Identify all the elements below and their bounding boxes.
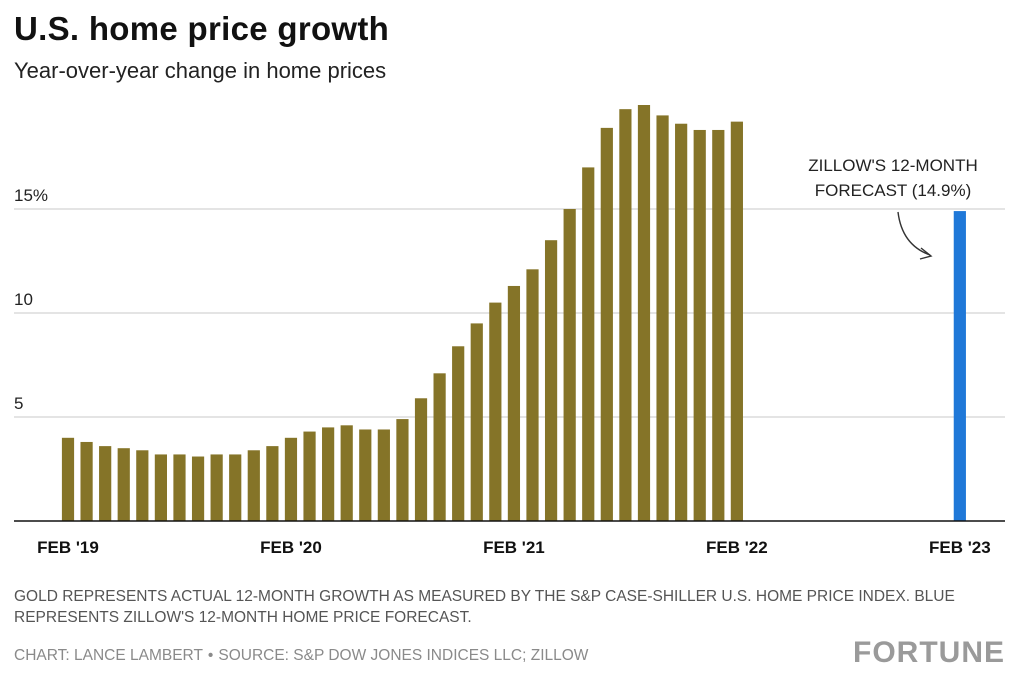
- bar-actual: [340, 425, 353, 521]
- bar-actual: [433, 373, 446, 521]
- bar-actual: [656, 115, 669, 522]
- bar-actual: [730, 121, 743, 521]
- annotation-arrow: [897, 211, 931, 256]
- bar-actual: [136, 450, 149, 521]
- bar-actual: [303, 431, 316, 521]
- annotation-text: FORECAST (14.9%): [815, 181, 972, 200]
- bar-actual: [322, 427, 335, 521]
- chart-footnote: Gold represents actual 12-month growth a…: [14, 588, 955, 626]
- x-tick-label: FEB '23: [929, 538, 991, 557]
- bar-actual: [600, 127, 613, 521]
- bar-actual: [359, 429, 372, 521]
- bar-actual: [507, 285, 521, 521]
- credit-separator: •: [207, 647, 214, 664]
- bar-actual: [284, 437, 298, 521]
- bar-actual: [582, 167, 595, 521]
- fortune-logo: FORTUNE: [853, 636, 1005, 669]
- chart-credit: Chart: Lance Lambert • Source: S&P Dow Jon…: [14, 647, 588, 665]
- bar-actual: [526, 269, 539, 521]
- bar-actual: [154, 454, 167, 521]
- bar-actual: [80, 441, 93, 521]
- x-tick-label: FEB '19: [37, 538, 99, 557]
- bar-actual: [414, 398, 428, 521]
- bar-actual: [247, 450, 260, 521]
- bar-actual: [229, 454, 242, 521]
- annotation-text: ZILLOW'S 12-MONTH: [808, 156, 978, 175]
- bar-actual: [396, 419, 409, 521]
- y-tick-label: 5: [14, 394, 23, 413]
- annotation-arrowhead: [919, 247, 933, 260]
- bar-actual: [61, 437, 75, 521]
- chart-subtitle: Year-over-year change in home prices: [14, 58, 387, 83]
- bar-actual: [117, 448, 130, 521]
- bar-actual: [191, 456, 205, 521]
- bar-forecast: [953, 211, 966, 521]
- credit-source: Source: S&P Dow Jones Indices LLC; Zillo…: [218, 647, 589, 664]
- y-tick-label: 10: [14, 290, 33, 309]
- bar-actual: [675, 123, 688, 521]
- bar-actual: [712, 129, 725, 521]
- chart-title: U.S. home price growth: [14, 10, 390, 47]
- bar-actual: [173, 454, 186, 521]
- x-tick-label: FEB '21: [483, 538, 545, 557]
- bar-chart: 5 10 15% FEB '19 FEB '20 FEB '21 FEB '22 FEB '2…: [14, 105, 1005, 557]
- bar-actual: [452, 346, 465, 521]
- bar-actual: [693, 129, 706, 521]
- bar-actual: [99, 446, 112, 521]
- bar-actual: [544, 240, 558, 521]
- bar-actual: [619, 109, 632, 521]
- bar-actual: [377, 429, 390, 521]
- bar-actual: [266, 446, 279, 521]
- bar-actual: [210, 454, 223, 521]
- y-tick-label: 15%: [14, 186, 48, 205]
- bar-actual: [563, 209, 576, 521]
- x-tick-label: FEB '22: [706, 538, 768, 557]
- bar-actual: [637, 105, 651, 521]
- bar-actual: [489, 302, 502, 521]
- credit-author: Chart: Lance Lambert: [14, 647, 203, 664]
- x-tick-label: FEB '20: [260, 538, 322, 557]
- bar-actual: [470, 323, 483, 521]
